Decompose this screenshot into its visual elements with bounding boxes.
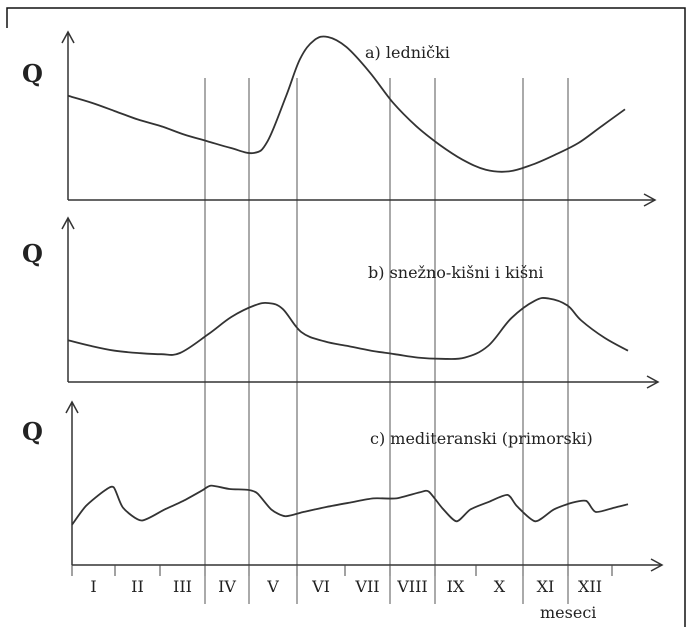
month-label: VI [311,577,330,596]
figure-border [6,7,686,627]
panel-a: Q a) lednički [22,30,657,207]
month-grid [204,78,569,604]
month-label: VIII [396,577,428,596]
month-label: XII [578,577,602,596]
panel-c-x-arrow [650,558,664,572]
panel-c-title: c) mediteranski (primorski) [370,429,593,448]
panel-b: Q b) snežno-kišni i kišni [22,216,660,389]
month-label: I [90,577,96,596]
panel-b-title: b) snežno-kišni i kišni [368,263,544,282]
x-axis-tick-labels: I II III IV V VI VII VIII IX X XI XII [90,577,602,596]
panel-a-ylabel: Q [22,59,43,88]
month-label: VII [354,577,379,596]
panel-c: Q c) mediteranski (primorski) [22,400,664,572]
panel-c-y-arrow [65,400,79,414]
panel-b-ylabel: Q [22,239,43,268]
panel-b-series-line [67,297,629,360]
month-label: V [266,577,279,596]
panel-c-series-line [71,484,629,526]
month-label: XI [537,577,555,596]
x-axis-ticks [71,565,613,576]
month-label: III [173,577,192,596]
panel-a-y-arrow [61,30,75,44]
panel-b-x-arrow [646,375,660,389]
month-label: II [131,577,144,596]
x-axis-unit-label: meseci [540,603,596,622]
month-label: IV [218,577,236,596]
panel-a-title: a) lednički [365,43,450,62]
panel-a-x-arrow [643,193,657,207]
month-label: X [494,577,506,596]
month-label: IX [447,577,465,596]
panel-b-y-arrow [61,216,75,230]
panel-a-series-line [67,35,626,173]
panel-c-ylabel: Q [22,417,43,446]
